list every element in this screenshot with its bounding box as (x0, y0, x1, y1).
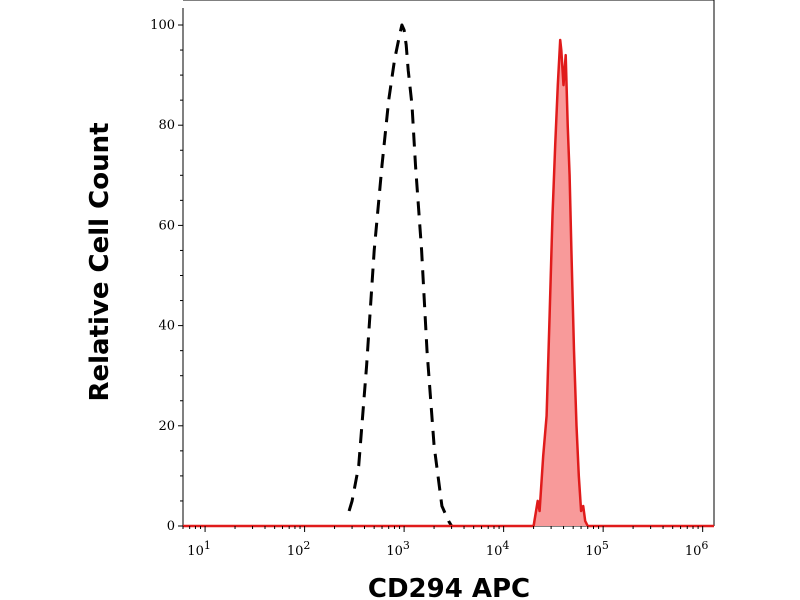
x-tick-base: 10 (486, 544, 503, 559)
x-tick-exponent: 2 (303, 539, 310, 552)
x-axis-title: CD294 APC (368, 574, 530, 600)
x-tick-base: 10 (685, 544, 702, 559)
x-tick-label: 105 (585, 539, 609, 559)
series-1-line (183, 38, 714, 528)
x-tick-label: 103 (386, 539, 410, 559)
x-tick-base: 10 (585, 544, 602, 559)
x-tick-exponent: 6 (701, 539, 708, 552)
x-tick-exponent: 1 (204, 539, 211, 552)
x-tick-label: 101 (187, 539, 211, 559)
x-tick-base: 10 (386, 544, 403, 559)
x-tick-exponent: 4 (502, 539, 509, 552)
x-axis-ticks: 101 102 103 104 105 106 (182, 526, 709, 559)
series-1-fill (183, 40, 714, 526)
x-tick-label: 102 (287, 539, 311, 559)
x-tick-label: 104 (486, 539, 510, 559)
y-tick-label: 20 (158, 419, 175, 434)
x-tick-base: 10 (287, 544, 304, 559)
y-tick-label: 80 (158, 118, 175, 133)
x-tick-label: 106 (685, 539, 709, 559)
y-axis-ticks: 0 20 40 60 80 100 (150, 18, 183, 534)
y-tick-label: 60 (158, 218, 175, 233)
series-layer (183, 23, 714, 528)
x-tick-exponent: 3 (403, 539, 410, 552)
y-tick-label: 0 (167, 519, 175, 534)
series-0-line (347, 23, 453, 527)
x-tick-base: 10 (187, 544, 204, 559)
y-axis-title: Relative Cell Count (85, 122, 115, 401)
y-tick-label: 100 (150, 18, 175, 33)
y-tick-label: 40 (158, 319, 175, 334)
x-tick-exponent: 5 (602, 539, 609, 552)
